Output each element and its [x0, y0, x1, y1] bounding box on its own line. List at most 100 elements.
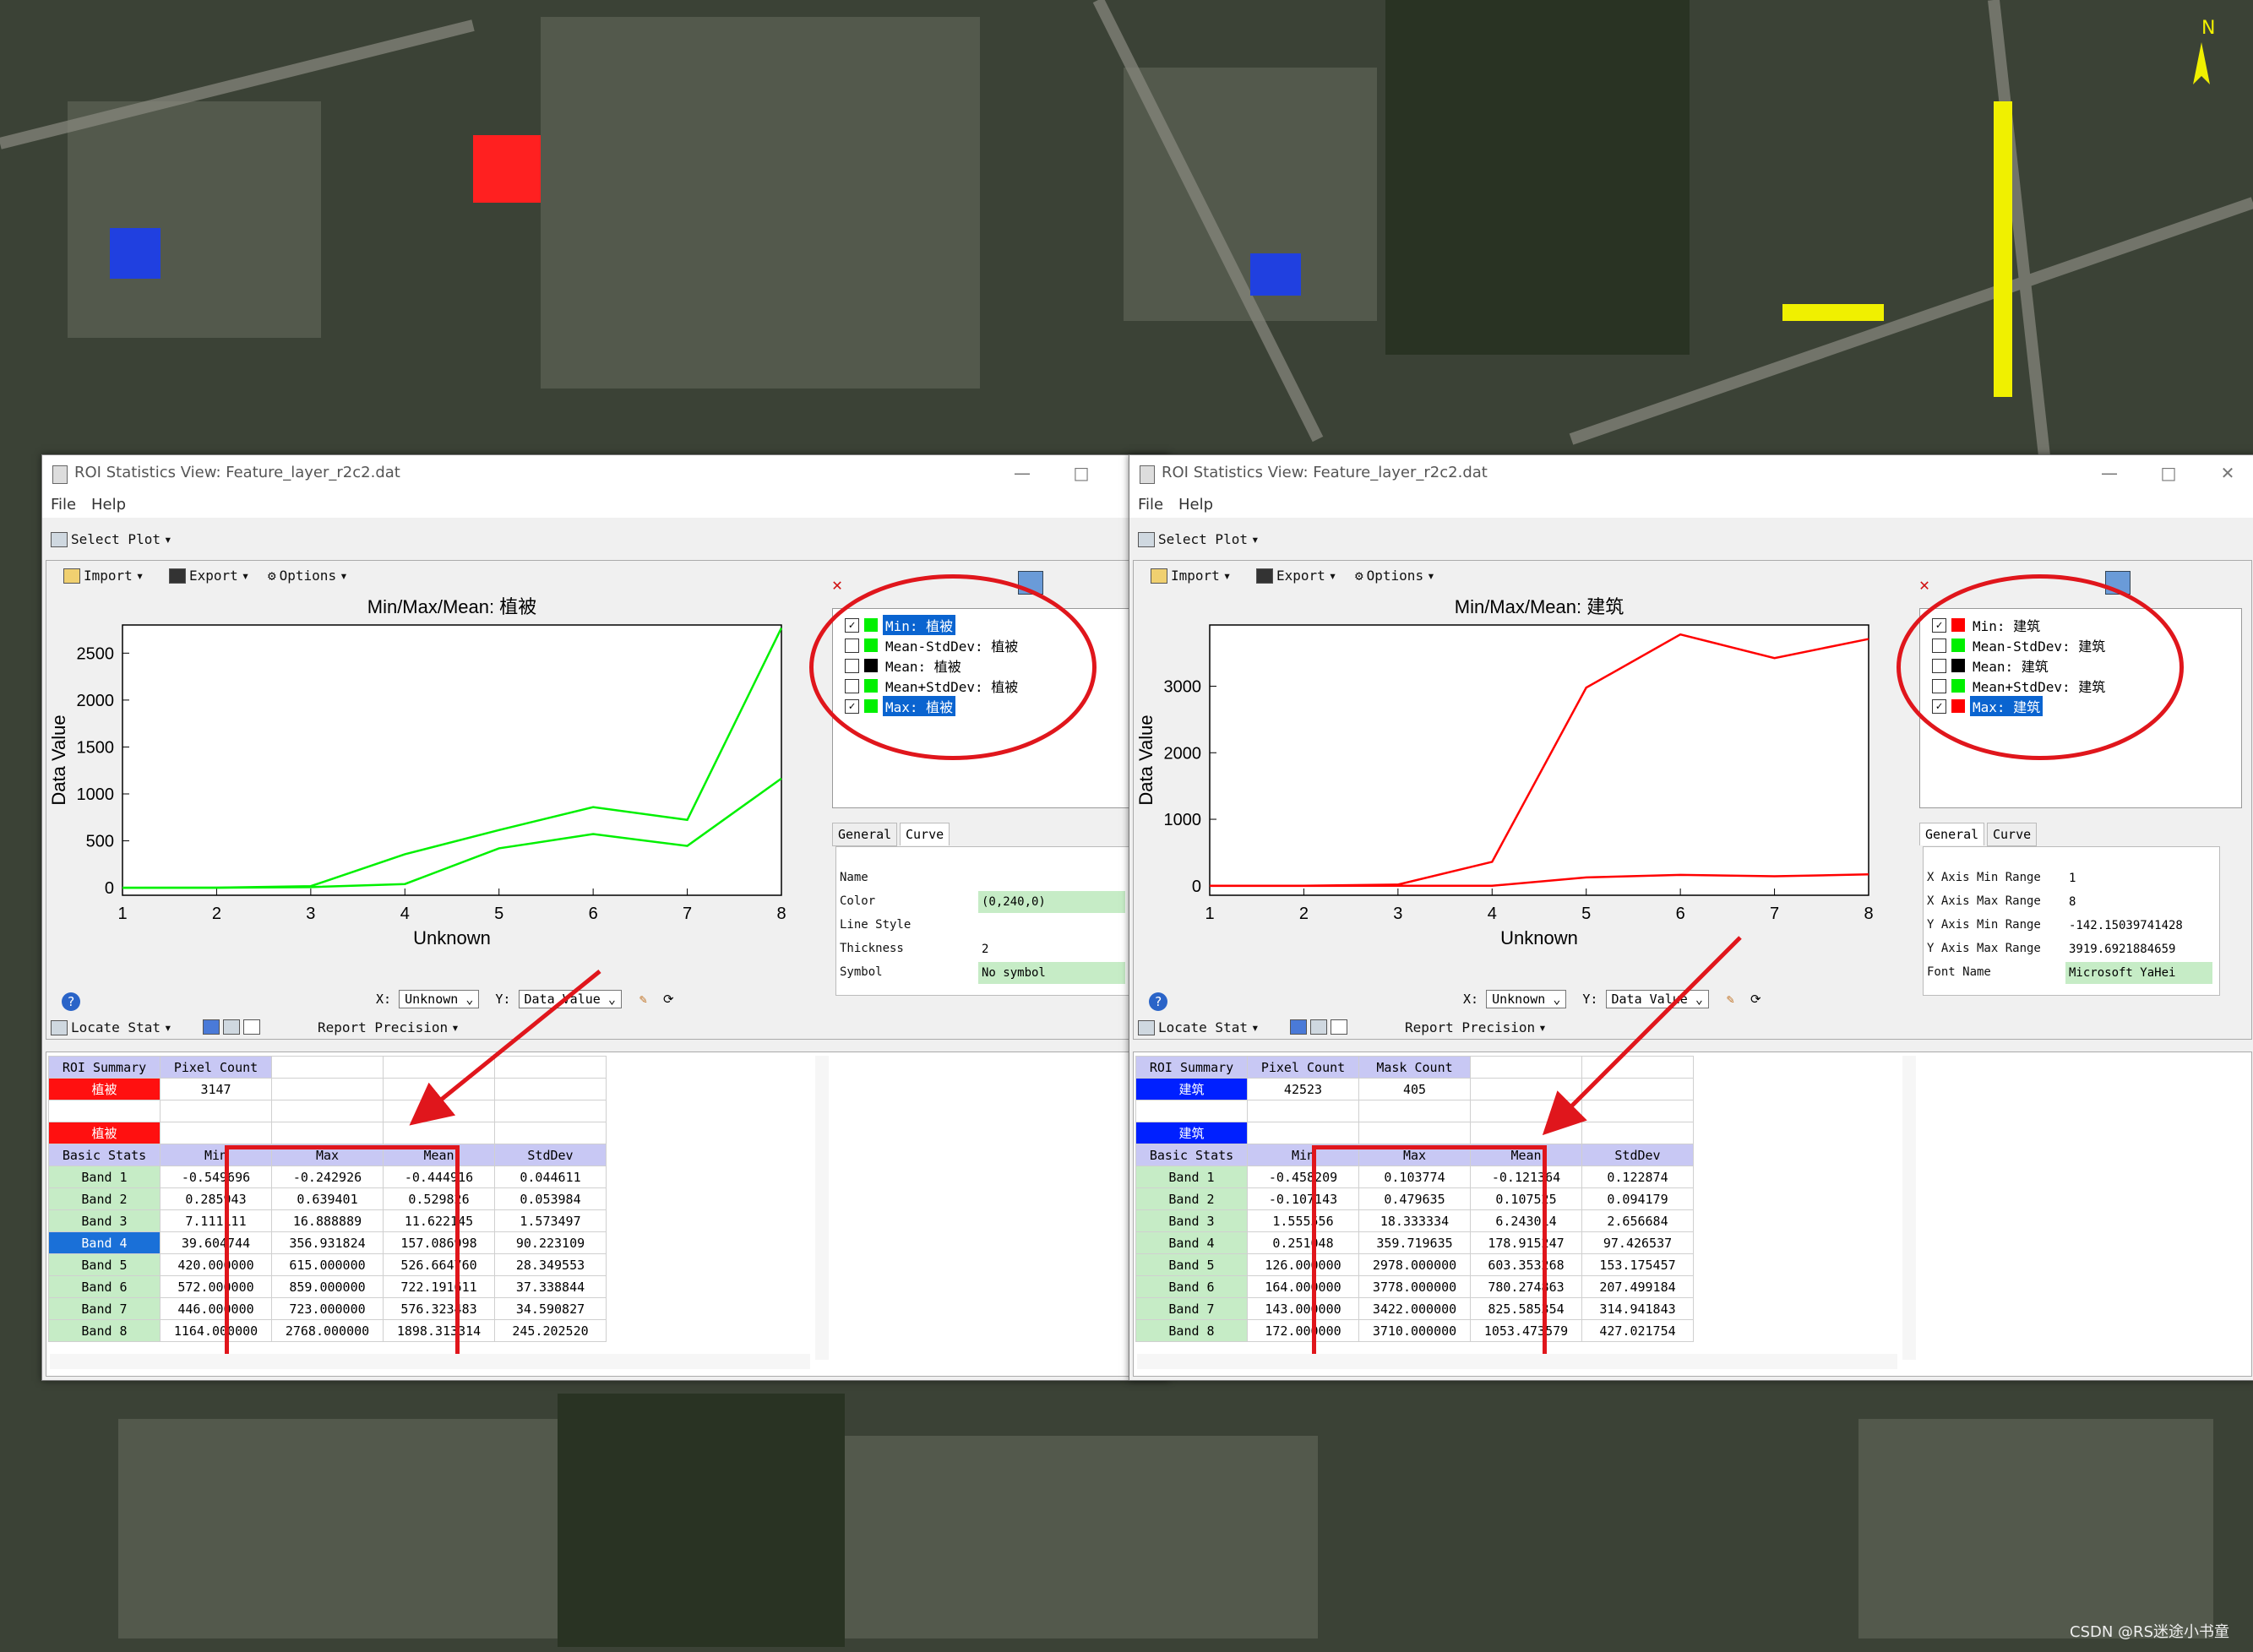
- tab-general[interactable]: General: [832, 823, 898, 846]
- table-cell[interactable]: 3422.000000: [1358, 1297, 1471, 1320]
- close-button[interactable]: ✕: [2220, 463, 2235, 483]
- import-button[interactable]: Import ▾: [63, 568, 144, 584]
- maximize-button[interactable]: □: [1073, 463, 1090, 483]
- table-cell[interactable]: 3147: [160, 1078, 272, 1100]
- export-button[interactable]: Export ▾: [169, 568, 249, 584]
- table-cell[interactable]: Band 3: [1135, 1209, 1248, 1232]
- vertical-scrollbar[interactable]: [815, 1056, 829, 1360]
- table-cell[interactable]: 建筑: [1135, 1078, 1248, 1100]
- table-cell[interactable]: 1.555556: [1247, 1209, 1359, 1232]
- table-cell[interactable]: 7.111111: [160, 1209, 272, 1232]
- export-button[interactable]: Export ▾: [1256, 568, 1336, 584]
- table-cell[interactable]: Band 1: [1135, 1166, 1248, 1188]
- table-cell[interactable]: Band 2: [48, 1187, 161, 1210]
- menu-help[interactable]: Help: [91, 496, 127, 514]
- table-cell[interactable]: StdDev: [1581, 1144, 1694, 1166]
- table-cell[interactable]: 90.223109: [494, 1231, 607, 1254]
- table-cell[interactable]: 0.122874: [1581, 1166, 1694, 1188]
- table-cell[interactable]: [494, 1122, 607, 1144]
- x-axis-combo[interactable]: Unknown ⌄: [1486, 990, 1567, 1008]
- table-cell[interactable]: 1898.313314: [383, 1319, 495, 1342]
- table-cell[interactable]: Band 8: [1135, 1319, 1248, 1342]
- vertical-scrollbar[interactable]: [1902, 1056, 1916, 1360]
- report-precision-button[interactable]: Report Precision ▾: [318, 1019, 460, 1035]
- table-cell[interactable]: 97.426537: [1581, 1231, 1694, 1254]
- table-cell[interactable]: Band 7: [1135, 1297, 1248, 1320]
- grid-view-icon[interactable]: [203, 1019, 220, 1035]
- delete-icon[interactable]: ✕: [1919, 574, 1930, 595]
- split-view-icon[interactable]: [223, 1019, 240, 1035]
- table-cell[interactable]: 1053.473579: [1470, 1319, 1582, 1342]
- table-cell[interactable]: Pixel Count: [1247, 1056, 1359, 1079]
- options-button[interactable]: ⚙ Options ▾: [268, 568, 348, 584]
- table-cell[interactable]: 615.000000: [271, 1253, 384, 1276]
- table-cell[interactable]: 3710.000000: [1358, 1319, 1471, 1342]
- table-cell[interactable]: ROI Summary: [1135, 1056, 1248, 1079]
- table-cell[interactable]: 405: [1358, 1078, 1471, 1100]
- table-cell[interactable]: 2.656684: [1581, 1209, 1694, 1232]
- table-cell[interactable]: 143.000000: [1247, 1297, 1359, 1320]
- table-cell[interactable]: 0.529826: [383, 1187, 495, 1210]
- table-cell[interactable]: 723.000000: [271, 1297, 384, 1320]
- table-cell[interactable]: 植被: [48, 1078, 161, 1100]
- table-cell[interactable]: 164.000000: [1247, 1275, 1359, 1298]
- property-value[interactable]: No symbol: [978, 962, 1125, 984]
- table-cell[interactable]: [1135, 1100, 1248, 1122]
- help-icon[interactable]: ?: [62, 992, 80, 1011]
- property-value[interactable]: 1: [2065, 867, 2212, 889]
- table-cell[interactable]: Band 8: [48, 1319, 161, 1342]
- table-cell[interactable]: Band 6: [1135, 1275, 1248, 1298]
- split-view-icon[interactable]: [1310, 1019, 1327, 1035]
- minimize-button[interactable]: —: [1014, 463, 1031, 483]
- table-cell[interactable]: 314.941843: [1581, 1297, 1694, 1320]
- property-value[interactable]: [978, 915, 1125, 937]
- table-cell[interactable]: 359.719635: [1358, 1231, 1471, 1254]
- table-cell[interactable]: [1247, 1122, 1359, 1144]
- table-cell[interactable]: Band 3: [48, 1209, 161, 1232]
- table-cell[interactable]: 245.202520: [494, 1319, 607, 1342]
- table-cell[interactable]: [383, 1056, 495, 1079]
- table-cell[interactable]: ROI Summary: [48, 1056, 161, 1079]
- table-cell[interactable]: 6.243014: [1470, 1209, 1582, 1232]
- table-cell[interactable]: -0.458209: [1247, 1166, 1359, 1188]
- property-value[interactable]: -142.15039741428: [2065, 915, 2212, 937]
- table-cell[interactable]: [1470, 1056, 1582, 1079]
- property-value[interactable]: 2: [978, 938, 1125, 960]
- menu-file[interactable]: File: [51, 496, 77, 514]
- refresh-icon[interactable]: ⟳: [662, 992, 674, 1007]
- table-cell[interactable]: 603.353268: [1470, 1253, 1582, 1276]
- table-cell[interactable]: 0.107525: [1470, 1187, 1582, 1210]
- grid-view-icon[interactable]: [1290, 1019, 1307, 1035]
- property-value[interactable]: Microsoft YaHei: [2065, 962, 2212, 984]
- report-precision-button[interactable]: Report Precision ▾: [1405, 1019, 1547, 1035]
- select-plot-button[interactable]: Select Plot ▾: [51, 531, 172, 547]
- select-plot-button[interactable]: Select Plot ▾: [1138, 531, 1260, 547]
- import-button[interactable]: Import ▾: [1151, 568, 1231, 584]
- table-cell[interactable]: -0.242926: [271, 1166, 384, 1188]
- edit-icon[interactable]: ✎: [1726, 992, 1734, 1007]
- table-cell[interactable]: 建筑: [1135, 1122, 1248, 1144]
- table-cell[interactable]: 356.931824: [271, 1231, 384, 1254]
- delete-icon[interactable]: ✕: [832, 574, 843, 595]
- tab-curve[interactable]: Curve: [900, 823, 950, 845]
- table-cell[interactable]: 420.000000: [160, 1253, 272, 1276]
- menu-help[interactable]: Help: [1178, 496, 1214, 514]
- table-cell[interactable]: Band 5: [1135, 1253, 1248, 1276]
- table-cell[interactable]: 572.000000: [160, 1275, 272, 1298]
- minimize-button[interactable]: —: [2101, 463, 2118, 483]
- property-value[interactable]: 3919.6921884659: [2065, 938, 2212, 960]
- table-cell[interactable]: Basic Stats: [48, 1144, 161, 1166]
- table-cell[interactable]: Mask Count: [1358, 1056, 1471, 1079]
- table-cell[interactable]: Band 4: [48, 1231, 161, 1254]
- tab-general[interactable]: General: [1919, 823, 1985, 845]
- table-cell[interactable]: 植被: [48, 1122, 161, 1144]
- table-cell[interactable]: 42523: [1247, 1078, 1359, 1100]
- horizontal-scrollbar[interactable]: [1137, 1354, 1897, 1369]
- table-cell[interactable]: 0.053984: [494, 1187, 607, 1210]
- table-cell[interactable]: 2768.000000: [271, 1319, 384, 1342]
- table-cell[interactable]: -0.549696: [160, 1166, 272, 1188]
- property-value[interactable]: (0,240,0): [978, 891, 1125, 913]
- options-button[interactable]: ⚙ Options ▾: [1355, 568, 1435, 584]
- table-cell[interactable]: Band 5: [48, 1253, 161, 1276]
- property-value[interactable]: [978, 867, 1125, 889]
